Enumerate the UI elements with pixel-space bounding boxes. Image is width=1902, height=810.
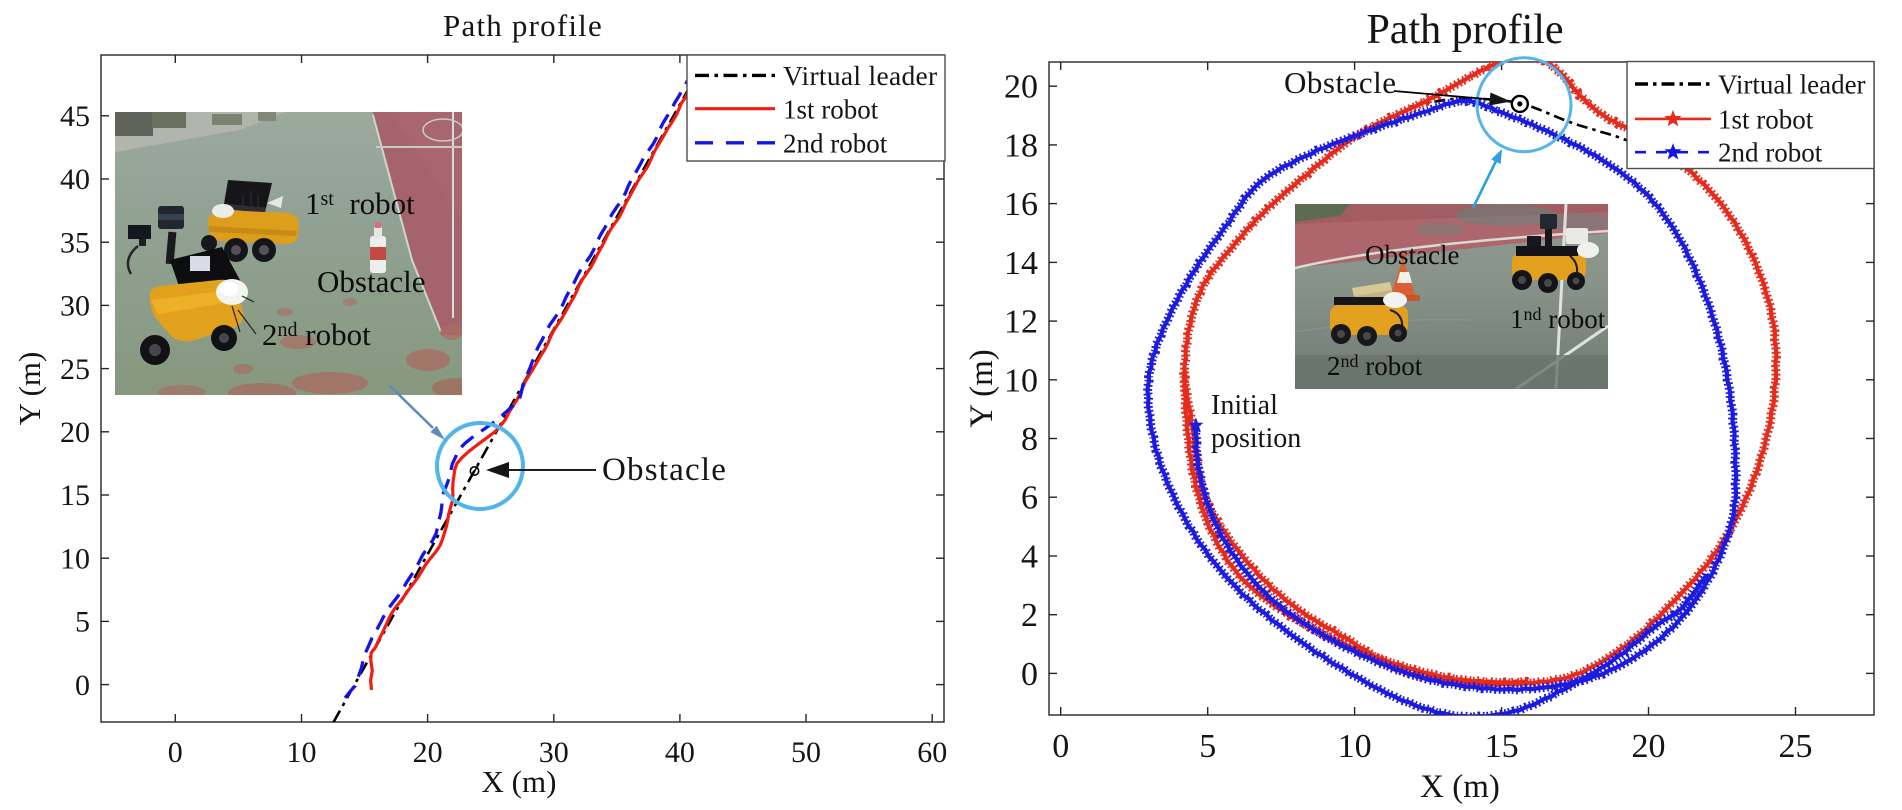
svg-text:12: 12: [1004, 304, 1038, 341]
svg-text:20: 20: [60, 416, 90, 449]
svg-text:10: 10: [287, 736, 317, 769]
svg-text:X (m): X (m): [1420, 769, 1500, 805]
svg-text:2nd robot: 2nd robot: [1718, 138, 1823, 168]
svg-text:1st robot: 1st robot: [1718, 104, 1814, 134]
svg-text:position: position: [1211, 423, 1301, 454]
svg-text:10: 10: [1004, 362, 1038, 399]
svg-text:Obstacle: Obstacle: [1284, 65, 1396, 100]
svg-text:0: 0: [1021, 656, 1038, 693]
svg-text:0: 0: [75, 669, 90, 702]
svg-text:Obstacle: Obstacle: [602, 452, 727, 488]
svg-text:10: 10: [60, 542, 90, 575]
svg-text:2nd robot: 2nd robot: [262, 317, 371, 352]
svg-text:8: 8: [1021, 421, 1038, 458]
svg-text:Path profile: Path profile: [1366, 7, 1563, 53]
svg-text:15: 15: [1485, 728, 1519, 765]
svg-text:15: 15: [60, 479, 90, 512]
svg-text:30: 30: [539, 736, 569, 769]
svg-text:18: 18: [1004, 127, 1038, 164]
svg-text:25: 25: [1779, 728, 1813, 765]
svg-text:20: 20: [413, 736, 443, 769]
svg-text:0: 0: [168, 736, 183, 769]
svg-text:5: 5: [75, 606, 90, 639]
svg-text:20: 20: [1632, 728, 1666, 765]
svg-text:Y (m): Y (m): [12, 352, 47, 426]
svg-text:4: 4: [1021, 539, 1038, 576]
svg-text:35: 35: [60, 226, 90, 259]
svg-text:40: 40: [60, 163, 90, 196]
svg-text:5: 5: [1199, 728, 1216, 765]
svg-text:X (m): X (m): [482, 764, 557, 799]
svg-text:Y (m): Y (m): [964, 349, 1000, 428]
svg-text:45: 45: [60, 100, 90, 133]
svg-text:50: 50: [791, 736, 821, 769]
svg-text:Initial: Initial: [1211, 390, 1278, 421]
svg-text:20: 20: [1004, 69, 1038, 106]
svg-text:Obstacle: Obstacle: [1365, 240, 1459, 270]
svg-text:1st robot: 1st robot: [305, 186, 415, 221]
svg-text:2: 2: [1021, 597, 1038, 634]
svg-text:10: 10: [1338, 728, 1372, 765]
svg-text:60: 60: [917, 736, 947, 769]
svg-text:Virtual leader: Virtual leader: [783, 60, 937, 91]
svg-text:25: 25: [60, 353, 90, 386]
svg-text:40: 40: [665, 736, 695, 769]
svg-text:Obstacle: Obstacle: [317, 264, 425, 299]
svg-text:6: 6: [1021, 480, 1038, 517]
svg-text:2nd robot: 2nd robot: [783, 129, 888, 159]
svg-text:1st robot: 1st robot: [783, 95, 879, 125]
svg-text:Virtual leader: Virtual leader: [1718, 70, 1866, 100]
svg-text:16: 16: [1004, 186, 1038, 223]
svg-text:14: 14: [1004, 245, 1038, 282]
svg-text:0: 0: [1052, 728, 1069, 765]
svg-text:Path profile: Path profile: [443, 8, 603, 43]
svg-text:30: 30: [60, 290, 90, 323]
